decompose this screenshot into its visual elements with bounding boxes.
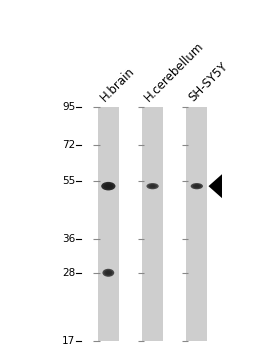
Ellipse shape xyxy=(194,185,199,188)
Ellipse shape xyxy=(101,182,115,190)
Ellipse shape xyxy=(191,183,203,189)
Text: H.cerebellum: H.cerebellum xyxy=(142,39,207,104)
Ellipse shape xyxy=(103,183,113,189)
Ellipse shape xyxy=(104,270,112,275)
Text: 36: 36 xyxy=(62,233,75,244)
Ellipse shape xyxy=(193,184,201,188)
Text: 72: 72 xyxy=(62,140,75,150)
Bar xyxy=(186,107,207,341)
Text: 17: 17 xyxy=(62,336,75,345)
Bar xyxy=(98,107,119,341)
Polygon shape xyxy=(208,174,222,198)
Text: H.brain: H.brain xyxy=(98,64,137,104)
Ellipse shape xyxy=(150,185,155,188)
Ellipse shape xyxy=(102,269,114,277)
Text: 55: 55 xyxy=(62,176,75,186)
Ellipse shape xyxy=(106,271,111,274)
Text: SH-SY5Y: SH-SY5Y xyxy=(186,60,231,104)
Ellipse shape xyxy=(148,184,157,188)
Text: 95: 95 xyxy=(62,102,75,112)
Ellipse shape xyxy=(105,185,111,188)
Bar xyxy=(142,107,163,341)
Text: 28: 28 xyxy=(62,268,75,278)
Ellipse shape xyxy=(146,183,159,189)
